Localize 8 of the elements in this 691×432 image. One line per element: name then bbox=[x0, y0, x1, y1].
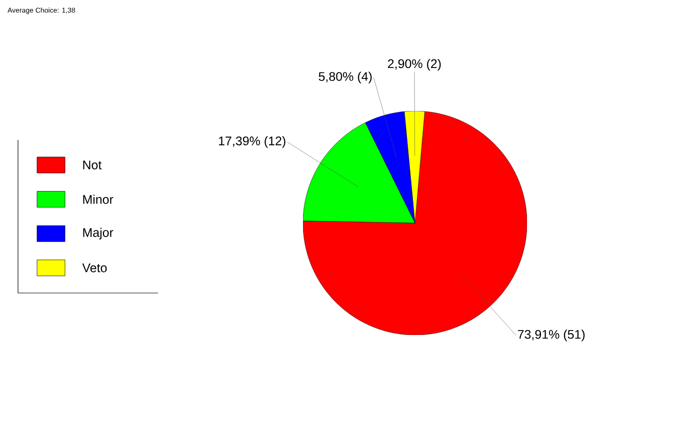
data-label: 5,80% (4) bbox=[318, 72, 372, 84]
data-label: 2,90% (2) bbox=[388, 58, 441, 71]
legend-label: Not bbox=[83, 160, 102, 170]
legend-label: Minor bbox=[83, 194, 114, 204]
data-label: 73,91% (51) bbox=[518, 330, 585, 342]
legend-label: Major bbox=[83, 228, 114, 240]
data-label: 17,39% (12) bbox=[218, 136, 286, 148]
legend-label: Veto bbox=[82, 264, 107, 272]
